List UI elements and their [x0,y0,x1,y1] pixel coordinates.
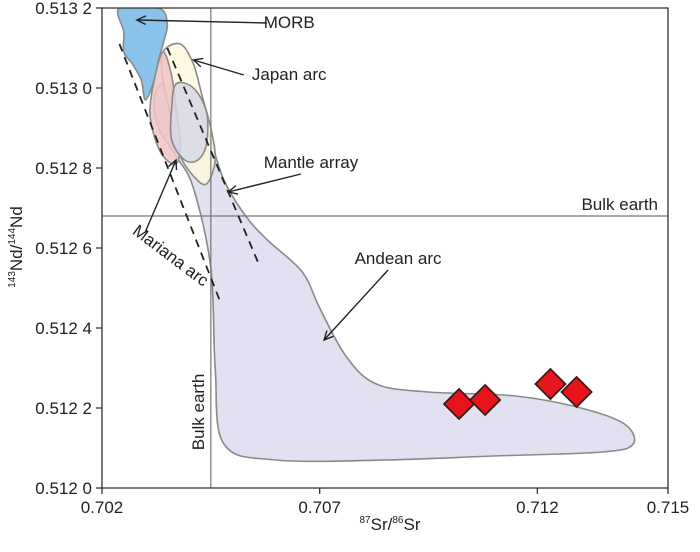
arrow-mantle-array [228,173,302,193]
arrow-andean-arc [323,269,389,341]
y-tick-label-5: 0.513 0 [35,79,92,98]
arrow-mariana-arc [144,159,177,233]
arrow-japan-arc [193,59,245,76]
bulk-earth-horizontal-label: Bulk earth [581,195,658,214]
x-tick-label-3: 0.715 [647,498,690,517]
label-andean-arc: Andean arc [355,249,442,268]
arrow-japan-arc-head [191,57,204,68]
label-japan-arc: Japan arc [252,65,327,84]
x-tick-label-1: 0.707 [298,498,341,517]
data-point-2 [468,383,502,417]
trend-lines [118,43,260,301]
x-tick-label-2: 0.712 [516,498,559,517]
y-axis-title: 143Nd/144Nd [7,206,26,288]
axis-ticks: 0.702 0.707 0.712 0.715 0.512 0 0.512 2 0.512 … [35,0,689,517]
trend-line-1 [118,43,221,301]
arrow-morb [136,19,267,24]
data-point-4 [560,375,593,409]
data-point-1 [442,387,476,421]
y-tick-label-0: 0.512 0 [35,479,92,498]
reference-lines: Bulk earth Bulk earth [102,8,668,488]
trend-line-mantle-array [166,47,260,265]
arrow-morb-head [135,15,147,26]
arrow-andean-arc-head [322,330,334,342]
tectonic-fields [116,8,636,463]
x-tick-label-0: 0.702 [81,498,124,517]
bulk-earth-vertical-label: Bulk earth [189,374,208,451]
y-tick-label-6: 0.513 2 [35,0,92,18]
arrow-mantle-array-head [226,185,239,195]
y-tick-label-3: 0.512 6 [35,239,92,258]
y-tick-label-4: 0.512 8 [35,159,92,178]
data-point-3 [534,367,567,401]
label-mariana-arc: Mariana arc [129,221,213,290]
x-axis-title: 87Sr/86Sr [360,515,421,534]
label-morb: MORB [264,13,315,32]
label-mantle-array: Mantle array [264,153,359,172]
data-points [442,367,593,421]
field-andean-arc [153,83,636,463]
field-overlap-4 [169,81,209,164]
y-tick-label-1: 0.512 2 [35,399,92,418]
y-tick-label-2: 0.512 4 [35,319,92,338]
arrow-mariana-arc-head [168,158,178,171]
